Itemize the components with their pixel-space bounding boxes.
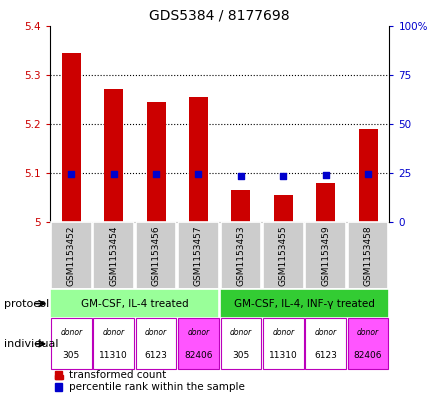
Text: percentile rank within the sample: percentile rank within the sample bbox=[69, 382, 244, 392]
Text: donor: donor bbox=[145, 328, 167, 337]
Point bbox=[68, 171, 75, 177]
Bar bbox=[347, 318, 388, 369]
Bar bbox=[358, 129, 377, 222]
Bar bbox=[62, 53, 81, 222]
Text: 82406: 82406 bbox=[184, 351, 212, 360]
Bar bbox=[55, 375, 62, 379]
Bar bbox=[231, 190, 250, 222]
Text: GSM1153455: GSM1153455 bbox=[278, 225, 287, 286]
Text: GSM1153456: GSM1153456 bbox=[151, 225, 160, 286]
Text: donor: donor bbox=[314, 328, 336, 337]
Bar bbox=[146, 102, 165, 222]
Point bbox=[194, 171, 201, 177]
Bar bbox=[93, 222, 134, 289]
Bar bbox=[55, 383, 62, 391]
Bar bbox=[220, 222, 261, 289]
Text: individual: individual bbox=[4, 339, 59, 349]
Bar bbox=[273, 195, 292, 222]
Text: GSM1153453: GSM1153453 bbox=[236, 225, 245, 286]
Bar bbox=[305, 318, 345, 369]
Text: GSM1153459: GSM1153459 bbox=[320, 225, 329, 286]
Text: 11310: 11310 bbox=[99, 351, 128, 360]
Bar bbox=[51, 318, 92, 369]
Bar bbox=[178, 222, 218, 289]
Text: donor: donor bbox=[102, 328, 125, 337]
Bar bbox=[135, 318, 176, 369]
Text: GSM1153452: GSM1153452 bbox=[66, 225, 76, 286]
Text: donor: donor bbox=[60, 328, 82, 337]
Point bbox=[110, 171, 117, 177]
Text: GM-CSF, IL-4, INF-γ treated: GM-CSF, IL-4, INF-γ treated bbox=[233, 299, 374, 309]
Bar bbox=[188, 97, 207, 222]
Text: GM-CSF, IL-4 treated: GM-CSF, IL-4 treated bbox=[81, 299, 188, 309]
Text: 11310: 11310 bbox=[268, 351, 297, 360]
Bar bbox=[135, 222, 176, 289]
Text: protocol: protocol bbox=[4, 299, 49, 309]
Title: GDS5384 / 8177698: GDS5384 / 8177698 bbox=[149, 9, 289, 23]
Point bbox=[237, 173, 244, 179]
Text: 82406: 82406 bbox=[353, 351, 381, 360]
Point bbox=[152, 171, 159, 177]
Bar bbox=[55, 371, 62, 379]
Text: 305: 305 bbox=[62, 351, 80, 360]
Point bbox=[322, 172, 329, 178]
Text: GSM1153458: GSM1153458 bbox=[363, 225, 372, 286]
Bar bbox=[50, 289, 219, 318]
Bar bbox=[262, 222, 303, 289]
Text: GSM1153457: GSM1153457 bbox=[194, 225, 203, 286]
Text: GSM1153454: GSM1153454 bbox=[109, 225, 118, 286]
Point bbox=[364, 171, 371, 177]
Bar bbox=[220, 289, 388, 318]
Point bbox=[279, 173, 286, 179]
Bar bbox=[262, 318, 303, 369]
Text: 6123: 6123 bbox=[313, 351, 336, 360]
Bar bbox=[51, 222, 92, 289]
Text: 6123: 6123 bbox=[144, 351, 167, 360]
Text: donor: donor bbox=[187, 328, 209, 337]
Bar bbox=[305, 222, 345, 289]
Bar bbox=[178, 318, 218, 369]
Text: 305: 305 bbox=[232, 351, 249, 360]
Text: transformed count: transformed count bbox=[69, 370, 165, 380]
Bar bbox=[104, 90, 123, 222]
Bar bbox=[347, 222, 388, 289]
Bar bbox=[220, 318, 261, 369]
Text: donor: donor bbox=[272, 328, 294, 337]
Bar bbox=[316, 183, 335, 222]
Text: donor: donor bbox=[356, 328, 378, 337]
Bar bbox=[93, 318, 134, 369]
Text: donor: donor bbox=[229, 328, 251, 337]
